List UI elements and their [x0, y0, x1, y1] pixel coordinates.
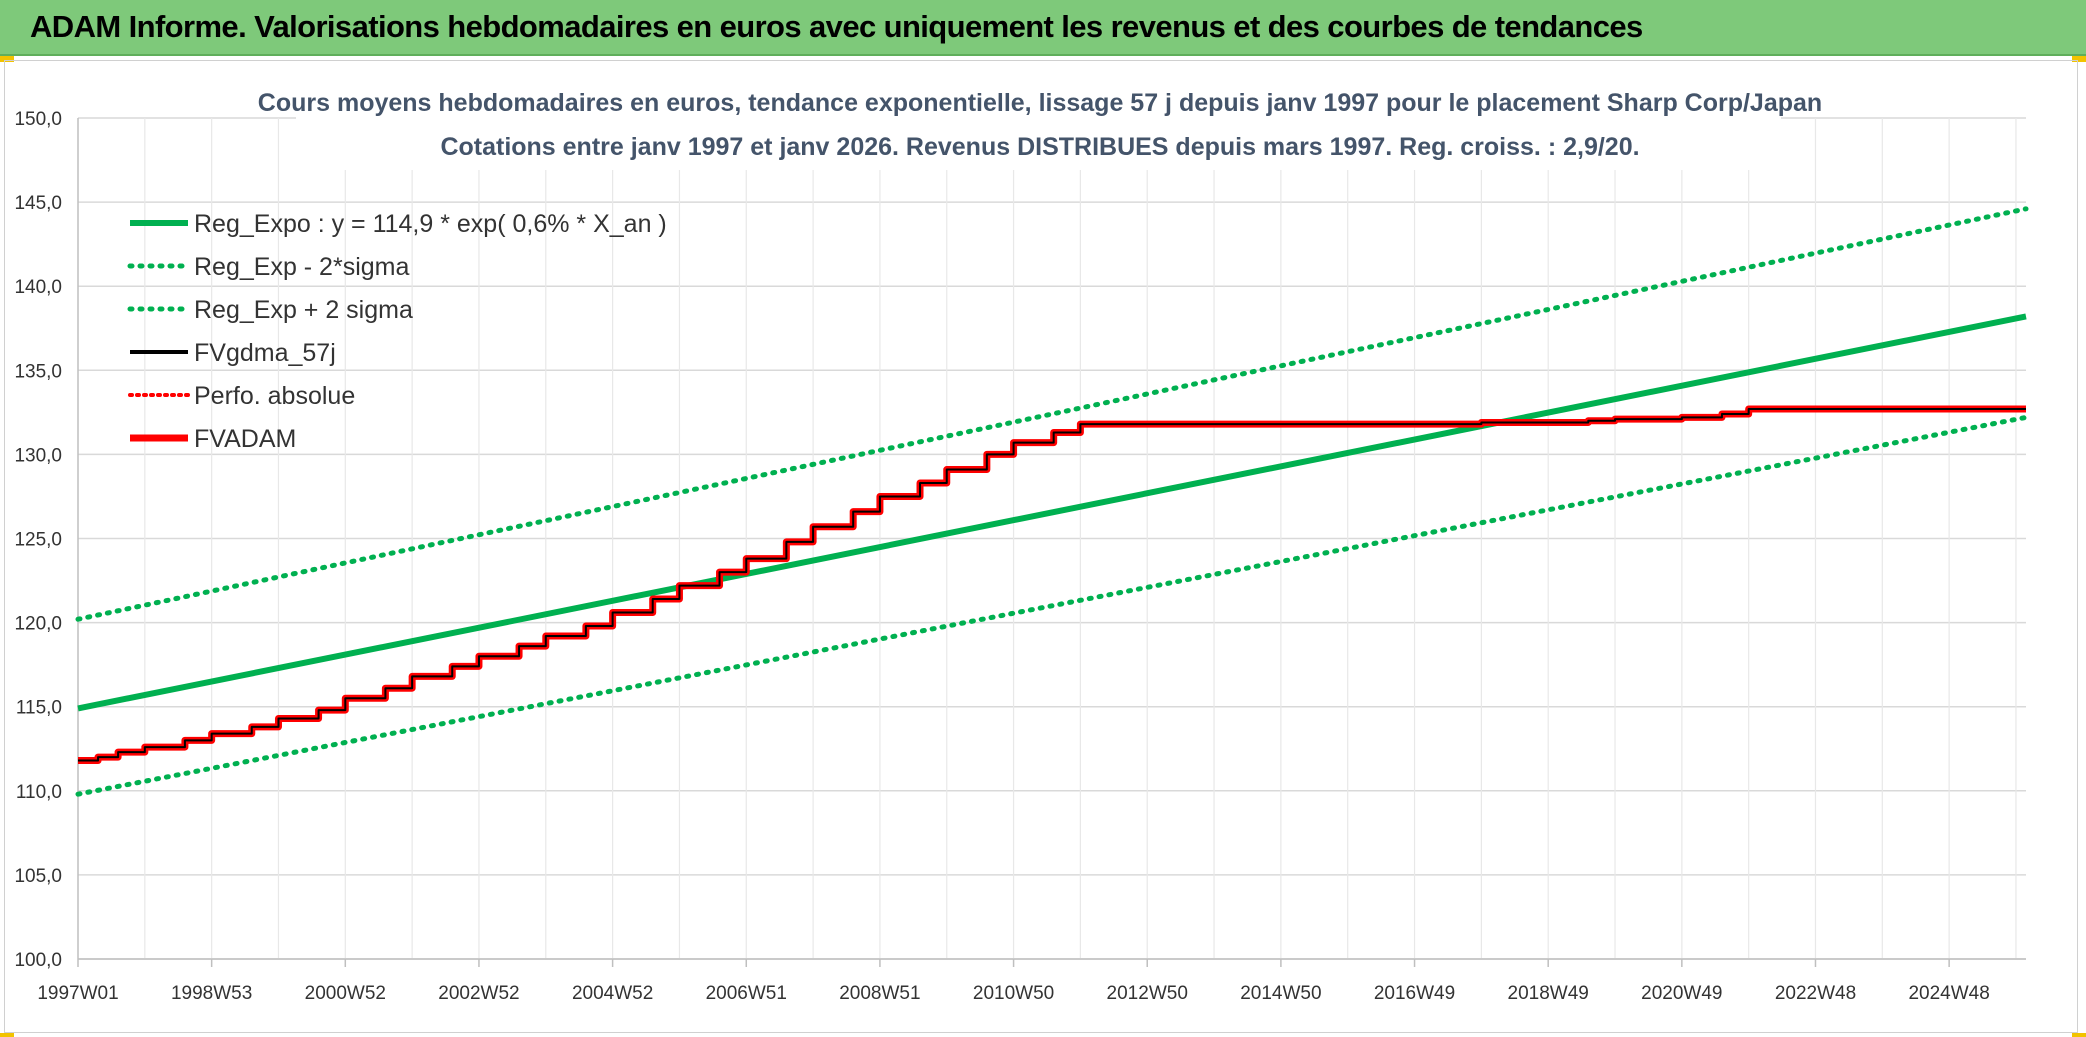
series-line: [75, 206, 2029, 622]
y-tick-label: 110,0: [16, 782, 62, 803]
chart-grid: [77, 117, 2026, 960]
x-tick-label: 2006W51: [706, 983, 787, 1004]
series-line: [75, 414, 2029, 797]
y-tick-label: 140,0: [14, 277, 62, 298]
legend-label: Perfo. absolue: [194, 382, 355, 410]
y-axis-ticks: 100,0 105,0 110,0 115,0 120,0 125,0 130,0 135,0…: [14, 109, 62, 971]
legend-label: Reg_Exp - 2*sigma: [194, 253, 409, 281]
x-tick-label: 2008W51: [839, 983, 920, 1004]
y-tick-label: 120,0: [14, 614, 62, 635]
title-backdrop: [296, 80, 1781, 170]
y-tick-label: 130,0: [14, 445, 62, 466]
corner-marker-bottom-left: [0, 1033, 14, 1037]
x-tick-label: 2004W52: [572, 983, 653, 1004]
legend-label: Reg_Expo : y = 114,9 * exp( 0,6% * X_an …: [194, 210, 667, 238]
x-tick-label: 2016W49: [1374, 983, 1455, 1004]
x-tick-label: 2024W48: [1908, 983, 1989, 1004]
legend-label: FVADAM: [194, 425, 296, 453]
x-tick-label: 2010W50: [973, 983, 1054, 1004]
report-title: ADAM Informe. Valorisations hebdomadaire…: [30, 9, 1643, 44]
corner-marker-top-right: [2072, 56, 2086, 62]
y-tick-label: 105,0: [14, 866, 62, 887]
chart-legend: Reg_Expo : y = 114,9 * exp( 0,6% * X_an …: [127, 210, 667, 453]
legend-label: Reg_Exp + 2 sigma: [194, 296, 413, 324]
y-tick-label: 125,0: [14, 530, 62, 551]
y-tick-label: 150,0: [14, 109, 62, 130]
series-line: [78, 407, 2026, 762]
series-layer: [75, 206, 2029, 797]
chart-subtitle: Cotations entre janv 1997 et janv 2026. …: [440, 133, 1639, 161]
x-tick-label: 2018W49: [1508, 983, 1589, 1004]
x-tick-label: 2020W49: [1641, 983, 1722, 1004]
series-line: [77, 313, 2027, 712]
report-banner: ADAM Informe. Valorisations hebdomadaire…: [0, 0, 2086, 56]
x-axis-ticks: 1997W01 1998W53 2000W52 2002W52 2004W52 2006W…: [37, 959, 1990, 1004]
x-tick-label: 2012W50: [1107, 983, 1188, 1004]
series-line: [78, 405, 2026, 765]
y-tick-label: 115,0: [16, 698, 62, 719]
chart-title: Cours moyens hebdomadaires en euros, ten…: [258, 89, 1822, 117]
x-tick-label: 2014W50: [1240, 983, 1321, 1004]
y-tick-label: 135,0: [14, 361, 62, 382]
x-tick-label: 1997W01: [37, 983, 118, 1004]
corner-marker-top-left: [0, 56, 14, 62]
chart-frame: [4, 60, 2078, 1033]
x-tick-label: 2002W52: [438, 983, 519, 1004]
y-tick-label: 100,0: [14, 950, 62, 971]
x-tick-label: 2000W52: [305, 983, 386, 1004]
corner-marker-bottom-right: [2072, 1033, 2086, 1037]
legend-label: FVgdma_57j: [194, 339, 336, 367]
x-tick-label: 1998W53: [171, 983, 252, 1004]
y-tick-label: 145,0: [14, 193, 62, 214]
x-tick-label: 2022W48: [1775, 983, 1856, 1004]
